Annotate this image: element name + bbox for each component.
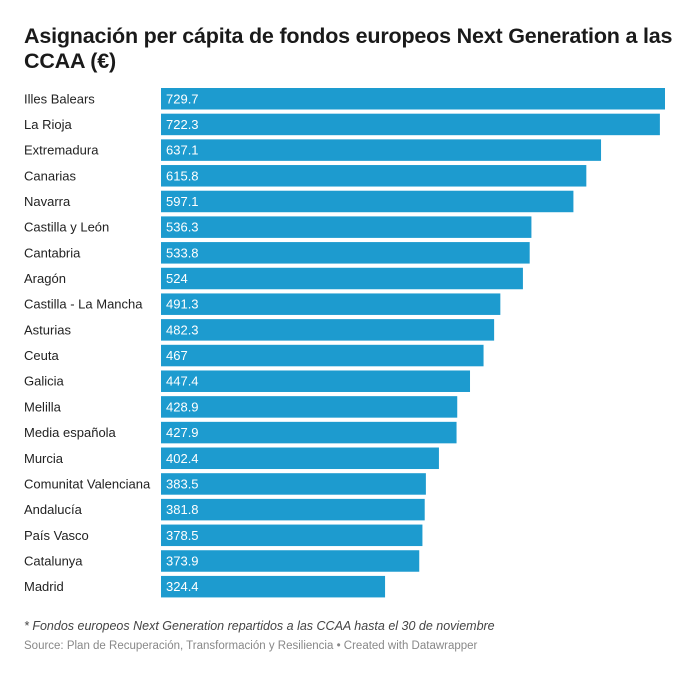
value-label: 324.4 [166,579,199,594]
bar [161,190,574,213]
value-label: 428.9 [166,399,199,414]
category-label: Catalunya [24,553,83,568]
bar [161,139,602,161]
bar [161,421,457,444]
value-label: 524 [166,271,188,286]
value-label: 467 [166,348,188,363]
value-label: 597.1 [166,194,199,209]
category-label: Murcia [24,451,64,466]
category-label: Media española [24,425,117,440]
bar [161,575,386,598]
bar [161,113,660,136]
category-label: Andalucía [24,502,83,517]
chart-source: Source: Plan de Recuperación, Transforma… [24,640,478,652]
bar [161,473,426,495]
bar [161,293,501,315]
category-label: Ceuta [24,348,59,363]
value-label: 427.9 [166,425,199,440]
bar [161,319,495,341]
bar [161,88,665,110]
category-label: Madrid [24,579,64,594]
category-label: Castilla y León [24,220,109,235]
chart-title: Asignación per cápita de fondos europeos… [24,24,673,73]
category-label: Castilla - La Mancha [24,297,143,312]
bar [161,396,458,418]
value-label: 381.8 [166,502,199,517]
value-label: 447.4 [166,374,199,389]
chart-note: * Fondos europeos Next Generation repart… [24,619,495,633]
bar [161,344,484,367]
bar [161,498,425,521]
category-label: Melilla [24,399,62,414]
bar [161,524,423,547]
category-label: Comunitat Valenciana [24,476,151,491]
category-label: Galicia [24,374,65,389]
bar [161,370,471,392]
value-label: 378.5 [166,528,199,543]
value-label: 373.9 [166,553,199,568]
bar [161,216,532,238]
value-label: 383.5 [166,476,199,491]
category-label: Extremadura [24,143,99,158]
bar [161,165,587,187]
value-label: 615.8 [166,168,199,183]
category-label: Asturias [24,322,71,337]
category-label: País Vasco [24,528,89,543]
value-label: 482.3 [166,322,199,337]
category-label: Navarra [24,194,71,209]
value-label: 402.4 [166,451,199,466]
bar [161,447,439,470]
category-label: La Rioja [24,117,72,132]
bar [161,267,523,290]
value-label: 491.3 [166,297,199,312]
category-label: Aragón [24,271,66,286]
bar [161,242,530,264]
value-label: 536.3 [166,220,199,235]
category-label: Cantabria [24,245,81,260]
value-label: 637.1 [166,143,199,158]
value-label: 722.3 [166,117,199,132]
category-label: Illes Balears [24,91,95,106]
category-label: Canarias [24,168,77,183]
value-label: 533.8 [166,245,199,260]
value-label: 729.7 [166,91,199,106]
bar [161,550,420,572]
